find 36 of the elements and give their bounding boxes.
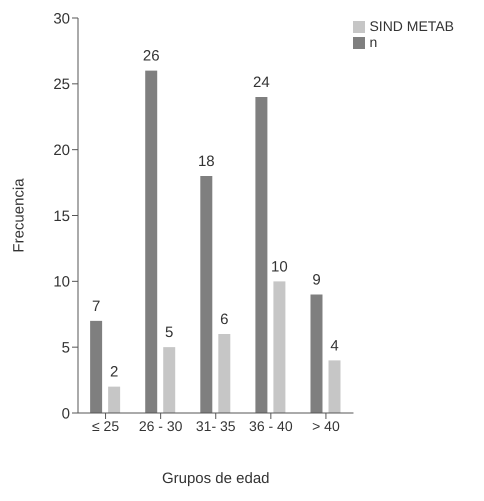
data-label: 5 — [165, 324, 174, 342]
y-tick-label: 0 — [62, 405, 70, 422]
data-label: 10 — [271, 258, 288, 276]
bar — [90, 320, 102, 413]
x-tick-label: 26 - 30 — [138, 418, 183, 434]
y-tick-label: 20 — [53, 142, 70, 159]
legend-label: SIND METAB — [369, 18, 454, 34]
x-tick-label: 31- 35 — [196, 418, 236, 434]
data-label: 4 — [330, 337, 339, 354]
y-tick-label: 30 — [53, 10, 70, 28]
x-tick-label: 36 - 40 — [249, 418, 293, 434]
x-tick-label: > 40 — [312, 418, 340, 434]
data-label: 24 — [253, 74, 270, 91]
y-axis-title: Frecuencia — [10, 178, 28, 253]
bar — [328, 360, 340, 413]
x-tick-label: ≤ 25 — [92, 418, 120, 434]
y-tick-label: 10 — [53, 274, 70, 291]
bar — [218, 334, 230, 413]
data-label: 7 — [92, 298, 100, 315]
bar — [255, 97, 268, 413]
data-label: 18 — [198, 153, 215, 170]
bar — [108, 386, 120, 413]
x-axis-title: Grupos de edad — [162, 470, 270, 487]
bar — [200, 176, 212, 413]
bar — [273, 281, 286, 413]
data-label: 26 — [142, 48, 160, 65]
y-tick-label: 5 — [62, 339, 70, 356]
data-label: 2 — [110, 364, 118, 381]
y-tick-label: 15 — [53, 208, 70, 225]
data-label: 6 — [220, 311, 228, 328]
legend-label: n — [369, 34, 378, 50]
data-label: 9 — [312, 272, 321, 288]
y-tick-label: 25 — [53, 76, 70, 94]
bar — [145, 70, 158, 413]
bar — [310, 294, 322, 413]
bar — [163, 347, 176, 413]
